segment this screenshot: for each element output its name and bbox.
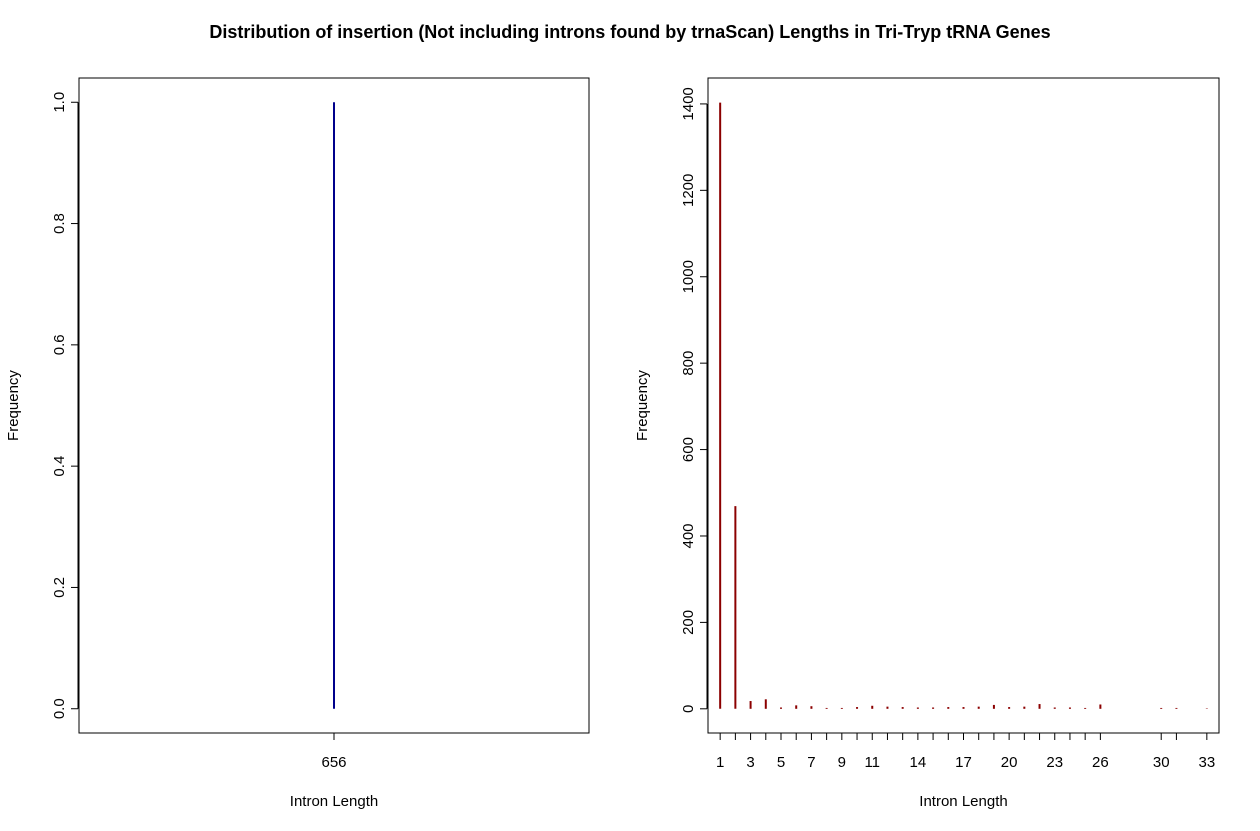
- y-tick-label: 600: [680, 437, 697, 462]
- x-tick-label: 30: [1153, 754, 1170, 771]
- x-tick-label: 11: [864, 754, 880, 771]
- x-tick-label: 20: [1001, 754, 1018, 771]
- x-tick-label: 17: [955, 754, 972, 771]
- plot-frame: [707, 77, 1220, 734]
- x-tick-label: 7: [807, 754, 815, 771]
- y-tick-label: 400: [680, 523, 697, 548]
- x-tick-label: 3: [746, 754, 754, 771]
- y-tick-label: 800: [680, 351, 697, 376]
- y-tick-label: 0.8: [51, 213, 68, 234]
- right-panel: 0 200 400 600 800 1000 1200 1400 Frequency Intron…: [634, 77, 1220, 810]
- y-axis-label: Frequency: [5, 370, 22, 441]
- x-axis-label: Intron Length: [919, 793, 1007, 810]
- y-tick-label: 0: [680, 705, 697, 713]
- chart-title: Distribution of insertion (Not including…: [209, 22, 1050, 42]
- x-tick-label: 9: [838, 754, 846, 771]
- y-tick-label: 1400: [680, 87, 697, 120]
- y-tick-label: 0.2: [51, 577, 68, 598]
- y-tick-label: 200: [680, 610, 697, 635]
- x-axis-label: Intron Length: [290, 793, 378, 810]
- x-tick-label: 1: [716, 754, 724, 771]
- left-panel: 0.0 0.2 0.4 0.6 0.8 1.0 Frequency Intron Length…: [5, 77, 590, 810]
- x-tick-label: 26: [1092, 754, 1109, 771]
- x-tick-label: 23: [1046, 754, 1063, 771]
- y-tick-label: 0.6: [51, 334, 68, 355]
- x-tick-label: 14: [910, 754, 927, 771]
- y-tick-label: 1200: [680, 174, 697, 207]
- y-tick-label: 1000: [680, 260, 697, 293]
- y-tick-label: 0.0: [51, 698, 68, 719]
- y-axis-label: Frequency: [634, 370, 651, 441]
- y-tick-label: 0.4: [51, 456, 68, 477]
- x-tick-label: 656: [321, 754, 346, 771]
- x-tick-label: 33: [1198, 754, 1215, 771]
- x-tick-label: 5: [777, 754, 785, 771]
- y-tick-label: 1.0: [51, 92, 68, 113]
